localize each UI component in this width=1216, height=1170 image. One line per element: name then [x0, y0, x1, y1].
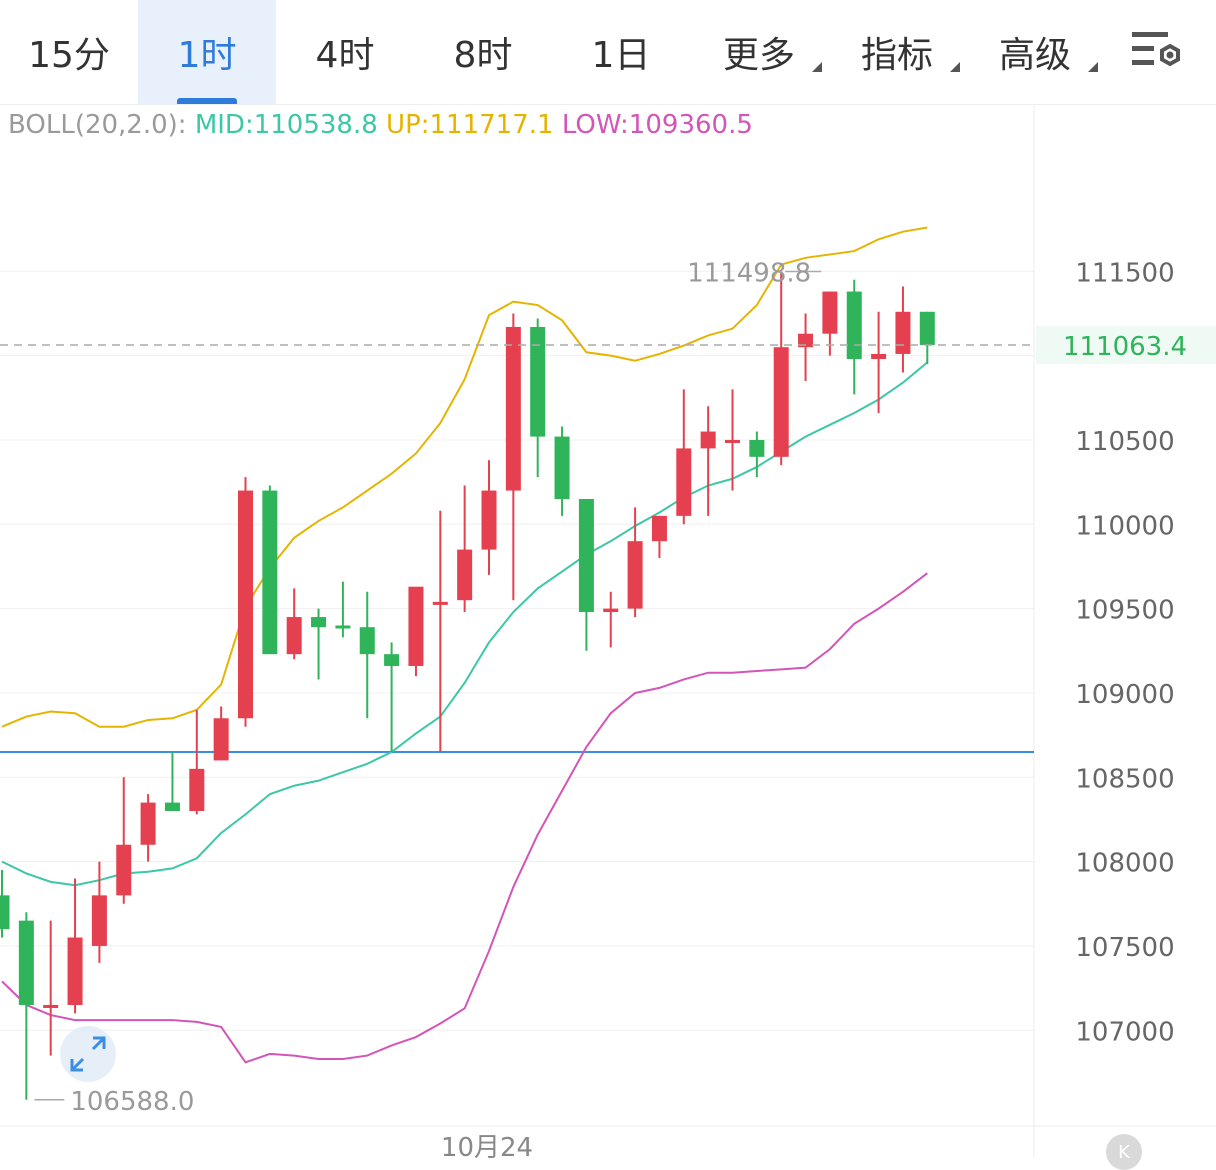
candle-body-down[interactable] — [554, 436, 570, 500]
candle-body-up[interactable] — [798, 333, 814, 348]
boll-up-value: UP:111717.1 — [386, 110, 554, 140]
tab-8h[interactable]: 8时 — [414, 0, 552, 104]
candle-body-up[interactable] — [505, 326, 521, 491]
tab-label: 更多 — [722, 35, 795, 76]
tab-label: 4时 — [315, 35, 375, 76]
candle-body-down[interactable] — [335, 625, 351, 629]
candle-body-up[interactable] — [871, 353, 887, 360]
candle-body-up[interactable] — [432, 601, 448, 605]
y-tick-label: 107500 — [1075, 933, 1174, 963]
last-price-label: 111063.4 — [1063, 332, 1187, 362]
candle-body-down[interactable] — [0, 895, 10, 930]
candle-body-up[interactable] — [140, 802, 156, 845]
boll-lower-line — [1, 572, 928, 1064]
candle-body-up[interactable] — [457, 549, 473, 601]
boll-legend: BOLL(20,2.0): MID:110538.8 UP:111717.1 L… — [8, 110, 753, 140]
candle-body-down[interactable] — [749, 439, 765, 457]
y-tick-label: 110000 — [1075, 511, 1174, 541]
y-tick-label: 108000 — [1075, 849, 1174, 879]
tab-label: 15分 — [28, 35, 110, 76]
tab-1d[interactable]: 1日 — [552, 0, 690, 104]
candle-body-up[interactable] — [603, 608, 619, 613]
expand-chart-button[interactable] — [60, 1026, 116, 1082]
dropdown-triangle-icon — [950, 62, 960, 72]
candle-body-down[interactable] — [846, 291, 862, 360]
candle-body-up[interactable] — [408, 586, 424, 666]
tab-15m[interactable]: 15分 — [0, 0, 138, 104]
candle-body-up[interactable] — [67, 937, 83, 1005]
y-tick-label: 110500 — [1075, 427, 1174, 457]
tab-indicators[interactable]: 指标 — [828, 0, 966, 104]
y-tick-label: 111500 — [1075, 258, 1174, 288]
boll-upper-line — [1, 226, 928, 728]
tab-label: 1时 — [177, 35, 237, 76]
tab-1h[interactable]: 1时 — [138, 0, 276, 104]
candle-body-down[interactable] — [919, 311, 935, 345]
candle-body-up[interactable] — [91, 895, 107, 946]
expand-icon — [70, 1036, 106, 1072]
candle-body-down[interactable] — [18, 920, 34, 1005]
x-axis-date-label: 10月24 — [441, 1133, 533, 1158]
low-marker-label: 106588.0 — [70, 1087, 194, 1117]
candle-body-up[interactable] — [627, 541, 643, 609]
k-icon: K — [1118, 1141, 1130, 1163]
chart-settings-icon[interactable] — [1130, 28, 1186, 76]
dropdown-triangle-icon — [1088, 62, 1098, 72]
active-tab-indicator — [177, 98, 237, 104]
candle-body-up[interactable] — [238, 490, 253, 719]
candle-body-up[interactable] — [213, 718, 229, 761]
tab-label: 8时 — [453, 35, 513, 76]
candle-body-up[interactable] — [189, 768, 205, 812]
boll-low-value: LOW:109360.5 — [561, 110, 753, 140]
high-marker-label: 111498.8 — [687, 259, 811, 289]
candle-body-up[interactable] — [676, 448, 692, 516]
tab-advanced[interactable]: 高级 — [966, 0, 1104, 104]
candle-body-down[interactable] — [164, 802, 180, 812]
tab-4h[interactable]: 4时 — [276, 0, 414, 104]
candle-body-up[interactable] — [700, 431, 716, 449]
y-tick-label: 107000 — [1075, 1017, 1174, 1047]
candle-body-up[interactable] — [43, 1004, 59, 1008]
y-tick-label: 108500 — [1075, 764, 1174, 794]
candle-body-down[interactable] — [311, 617, 327, 628]
timeframe-tab-bar: 15分 1时 4时 8时 1日 更多 指标 高级 — [0, 0, 1216, 105]
candle-body-down[interactable] — [530, 326, 546, 437]
candle-body-up[interactable] — [895, 311, 911, 354]
boll-mid-value: MID:110538.8 — [194, 110, 378, 140]
boll-label: BOLL(20,2.0): — [8, 110, 187, 140]
candle-body-up[interactable] — [481, 490, 497, 550]
tab-label: 1日 — [591, 35, 651, 76]
candle-body-up[interactable] — [286, 617, 302, 655]
kline-logo-button[interactable]: K — [1106, 1134, 1142, 1170]
y-tick-label: 109000 — [1075, 680, 1174, 710]
candle-body-up[interactable] — [725, 439, 740, 443]
tab-label: 高级 — [998, 35, 1071, 76]
candle-body-up[interactable] — [116, 844, 132, 896]
last-price-badge — [1036, 325, 1216, 364]
candle-body-down[interactable] — [262, 490, 278, 655]
candle-body-down[interactable] — [578, 499, 594, 613]
candle-body-down[interactable] — [359, 627, 375, 655]
y-tick-label: 109500 — [1075, 596, 1174, 626]
tab-label: 指标 — [860, 35, 933, 76]
dropdown-triangle-icon — [812, 62, 822, 72]
candle-body-up[interactable] — [773, 347, 789, 457]
candle-body-up[interactable] — [822, 291, 838, 334]
tab-more[interactable]: 更多 — [690, 0, 828, 104]
candle-body-up[interactable] — [651, 515, 667, 542]
boll-mid-line — [1, 361, 928, 887]
candle-body-down[interactable] — [384, 654, 400, 666]
candlestick-chart[interactable]: 111500 110500 110000 109500 109000 108500 1080… — [0, 104, 1216, 1158]
